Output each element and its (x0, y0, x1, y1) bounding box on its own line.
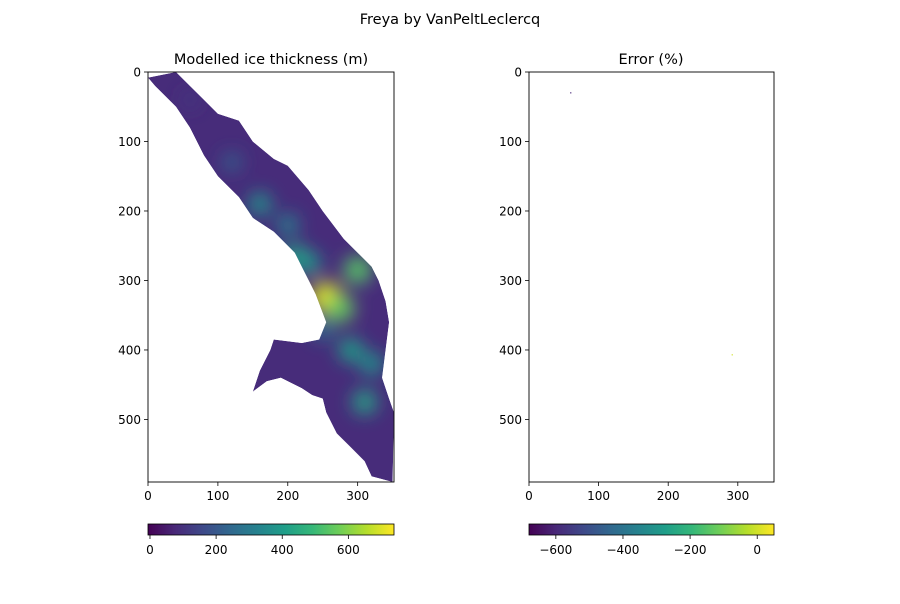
thickness-heatmap (148, 72, 394, 482)
thickness-hotspot (277, 214, 299, 236)
thickness-hotspot (338, 337, 363, 362)
error-y-tick-label: 0 (514, 66, 522, 80)
thickness-colorbar-tick-label: 400 (271, 543, 294, 557)
thickness-hotspot (312, 318, 334, 340)
error-y-tick-label: 400 (499, 343, 522, 357)
thickness-x-tick-label: 300 (346, 489, 369, 503)
error-pixel (731, 354, 733, 356)
error-x-tick-label: 300 (726, 489, 749, 503)
error-heatmap (570, 92, 733, 356)
error-panel: Error (%) 0 100 200 300 0 100 200 300 400 500 −6… (499, 52, 775, 557)
thickness-hotspot (343, 256, 372, 284)
error-colorbar-tick-label: −400 (606, 543, 639, 557)
thickness-hotspot (297, 251, 321, 275)
thickness-panel: Modelled ice thickness (m) 0 100 200 300 0 1… (118, 52, 395, 557)
error-x-ticks: 0 100 200 300 (525, 482, 749, 503)
error-pixel (570, 92, 572, 94)
thickness-x-ticks: 0 100 200 300 (144, 482, 369, 503)
thickness-colorbar-tick-label: 600 (337, 543, 360, 557)
thickness-y-tick-label: 200 (118, 204, 141, 218)
error-y-tick-label: 300 (499, 274, 522, 288)
error-colorbar-ticks: −600 −400 −200 0 (539, 535, 761, 557)
error-axes-frame (528, 71, 775, 483)
thickness-y-tick-label: 500 (118, 413, 141, 427)
error-y-ticks: 0 100 200 300 400 500 (499, 66, 529, 427)
thickness-y-ticks: 0 100 200 300 400 500 (118, 66, 148, 427)
error-colorbar-tick-label: −600 (539, 543, 572, 557)
error-title: Error (%) (618, 52, 683, 68)
thickness-hotspot (182, 92, 198, 108)
error-colorbar-tick-label: 0 (753, 543, 761, 557)
thickness-x-tick-label: 100 (206, 489, 229, 503)
thickness-colorbar-tick-label: 0 (146, 543, 154, 557)
error-x-tick-label: 200 (657, 489, 680, 503)
error-x-tick-label: 0 (525, 489, 533, 503)
thickness-colorbar (147, 523, 395, 536)
error-y-tick-label: 500 (499, 413, 522, 427)
thickness-hotspot (248, 192, 272, 216)
thickness-hotspot (326, 294, 355, 323)
thickness-hotspot (360, 352, 384, 376)
thickness-y-tick-label: 100 (118, 135, 141, 149)
thickness-hotspot (222, 153, 242, 172)
thickness-title: Modelled ice thickness (m) (174, 52, 368, 68)
error-y-tick-label: 100 (499, 135, 522, 149)
thickness-x-tick-label: 0 (144, 489, 152, 503)
thickness-colorbar-tick-label: 200 (205, 543, 228, 557)
thickness-y-tick-label: 0 (133, 66, 141, 80)
error-colorbar (528, 523, 775, 536)
error-x-tick-label: 100 (587, 489, 610, 503)
figure-suptitle: Freya by VanPeltLeclercq (360, 12, 541, 28)
thickness-colorbar-ticks: 0 200 400 600 (146, 535, 360, 557)
thickness-y-tick-label: 300 (118, 274, 141, 288)
thickness-x-tick-label: 200 (276, 489, 299, 503)
error-colorbar-tick-label: −200 (674, 543, 707, 557)
thickness-hotspot (352, 389, 377, 415)
thickness-axes-frame (147, 71, 395, 483)
glacier-fill (148, 72, 394, 482)
error-y-tick-label: 200 (499, 204, 522, 218)
thickness-y-tick-label: 400 (118, 343, 141, 357)
